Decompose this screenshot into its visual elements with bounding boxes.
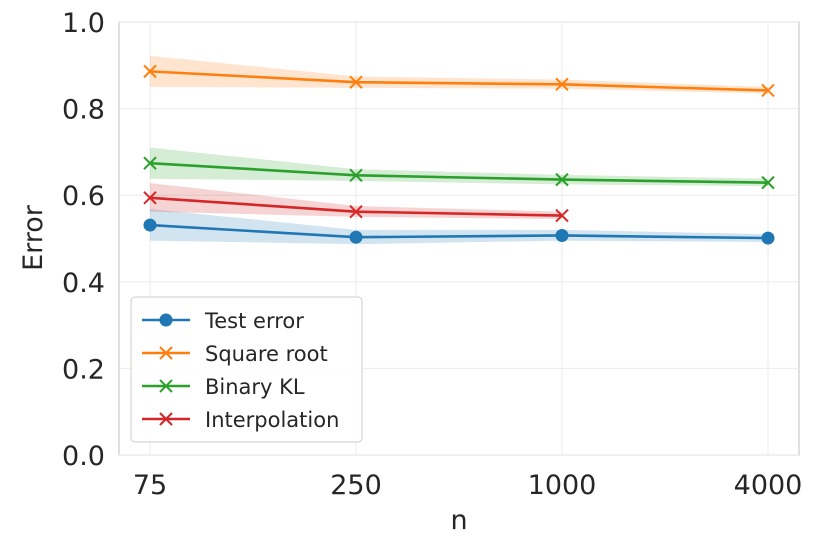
test-error-line (149, 223, 769, 240)
binary-kl-point (349, 168, 363, 182)
legend-marker-square-root (159, 346, 173, 360)
legend-marker-interpolation-stroke (159, 412, 173, 426)
binary-kl-point (555, 172, 569, 187)
y-tick-label: 0.6 (62, 181, 105, 212)
binary-kl-point (761, 175, 775, 190)
legend-label-binary-kl: Binary KL (205, 375, 305, 399)
test-error-point (143, 218, 157, 232)
square-root-band (150, 55, 768, 94)
binary-kl-point-stroke (143, 156, 157, 170)
legend-box (130, 296, 363, 443)
x-tick-labels: 75 250 1000 4000 (133, 470, 803, 501)
y-tick-label: 0.2 (62, 354, 105, 385)
square-root-point (349, 75, 363, 89)
x-tick-label: 1000 (528, 470, 597, 501)
y-tick-label: 0.0 (62, 441, 105, 472)
legend-label-interpolation: Interpolation (205, 408, 339, 432)
y-tick-labels: 0.0 0.2 0.4 0.6 0.8 1.0 (62, 8, 105, 472)
square-root-point-stroke (761, 83, 775, 98)
series-markers (143, 64, 775, 245)
binary-kl-point-stroke (555, 172, 569, 187)
y-axis-label: Error (18, 204, 49, 271)
binary-kl-line (149, 161, 769, 184)
interpolation-band (150, 183, 562, 220)
x-axis-label: n (450, 505, 467, 536)
y-tick-label: 1.0 (62, 8, 105, 39)
x-tick-label: 75 (133, 470, 167, 501)
test-error-point (555, 228, 569, 242)
legend-marker-test-error (159, 313, 173, 327)
interpolation-point (143, 191, 157, 205)
square-root-point-stroke (555, 77, 569, 92)
binary-kl-point (143, 156, 157, 170)
interpolation-point-stroke (349, 204, 363, 219)
square-root-line (149, 70, 769, 92)
test-error-point (761, 231, 775, 245)
legend-marker-binary-kl-stroke (159, 379, 173, 393)
legend-label-square-root: Square root (205, 342, 328, 366)
legend-marker-interpolation (159, 412, 173, 426)
interpolation-point-stroke (143, 191, 157, 205)
x-tick-label: 250 (330, 470, 382, 501)
y-tick-label: 0.4 (62, 268, 105, 299)
square-root-point (761, 83, 775, 98)
binary-kl-point-stroke (349, 168, 363, 182)
square-root-point (555, 77, 569, 92)
y-tick-label: 0.8 (62, 95, 105, 126)
square-root-point (143, 64, 157, 79)
legend-marker-binary-kl (159, 379, 173, 393)
legend: Test error Square root Binary KL Interpolat… (130, 296, 363, 443)
interpolation-point (349, 204, 363, 219)
test-error-point (349, 230, 363, 244)
interpolation-point-stroke (555, 208, 569, 223)
interpolation-point (555, 208, 569, 223)
binary-kl-point-stroke (761, 175, 775, 190)
legend-label-test-error: Test error (204, 309, 304, 333)
legend-marker-square-root-stroke (159, 346, 173, 360)
square-root-point-stroke (143, 64, 157, 79)
x-tick-label: 4000 (734, 470, 803, 501)
binary-kl-band (150, 147, 768, 187)
square-root-point-stroke (349, 75, 363, 89)
